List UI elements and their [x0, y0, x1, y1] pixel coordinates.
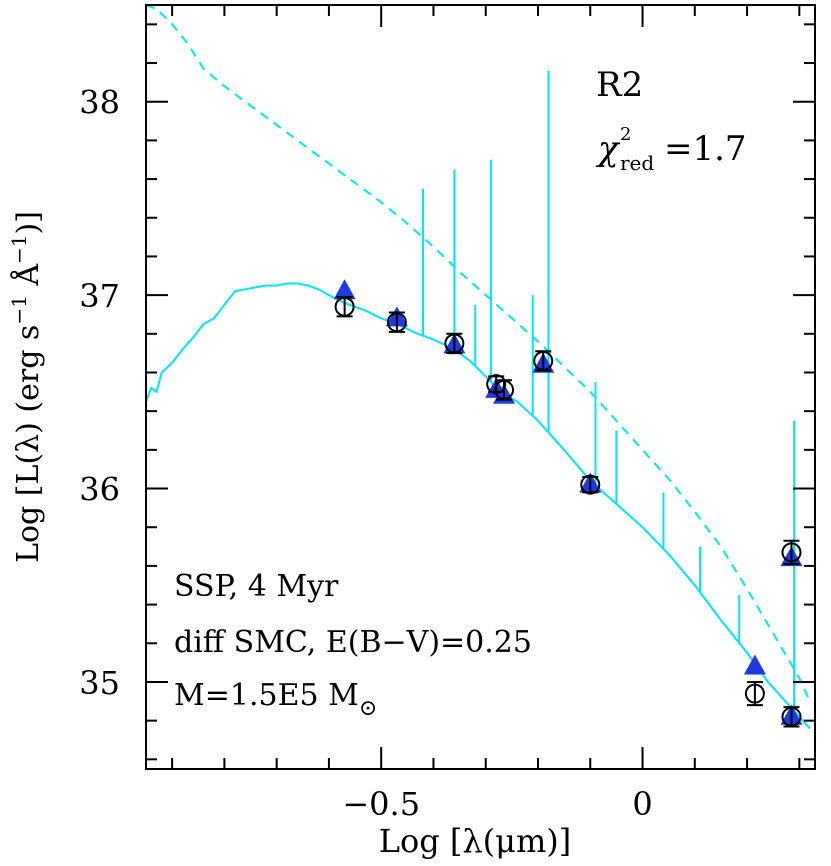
y-tick-label: 38 — [79, 84, 120, 122]
x-axis-label: Log [λ(μm)] — [379, 822, 572, 860]
observed-point — [781, 542, 802, 563]
attenuated-spectrum-line — [146, 282, 811, 730]
chi-subscript: red — [620, 151, 654, 175]
chi-superscript: 2 — [620, 124, 631, 145]
chi-value: =1.7 — [664, 129, 747, 169]
y-axis-label: Log [L(λ) (erg s−1 Å−1)] — [7, 211, 46, 563]
observed-point — [494, 379, 515, 400]
model-point-triangle — [743, 654, 766, 675]
observed-point — [386, 312, 407, 333]
model-age-label: SSP, 4 Myr — [174, 569, 339, 604]
mass-label: M=1.5E5 M⊙ — [174, 678, 377, 721]
observed-point — [334, 296, 355, 317]
observed-point — [744, 683, 765, 704]
model-point-triangle — [333, 279, 356, 300]
extinction-label: diff SMC, E(B−V)=0.25 — [174, 625, 532, 660]
axis-tick-labels: −0.5 0 35 36 37 38 — [79, 84, 652, 823]
observed-point — [580, 474, 601, 495]
y-tick-label: 37 — [79, 277, 120, 315]
spectra-layer — [146, 5, 811, 730]
x-tick-label: −0.5 — [342, 785, 420, 823]
chi-symbol: χ — [596, 129, 621, 169]
y-tick-label: 36 — [79, 471, 120, 509]
observed-point — [781, 706, 802, 727]
region-label: R2 — [596, 65, 643, 105]
observed-point — [533, 350, 554, 371]
y-tick-label: 35 — [79, 664, 120, 702]
plot-frame — [145, 4, 816, 770]
solar-symbol: ⊙ — [359, 696, 377, 721]
x-tick-label: 0 — [632, 785, 652, 823]
points-layer — [333, 279, 803, 728]
axis-ticks — [146, 5, 815, 769]
observed-point — [444, 333, 465, 354]
